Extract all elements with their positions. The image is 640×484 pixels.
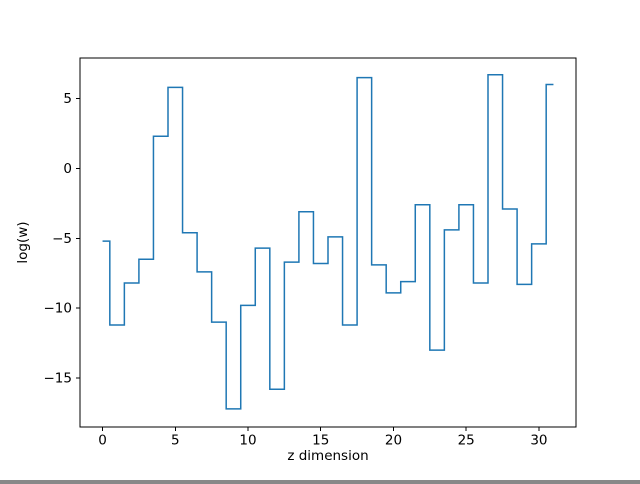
x-tick-label: 15 xyxy=(312,433,329,449)
x-axis-label: z dimension xyxy=(287,448,368,464)
x-tick-label: 5 xyxy=(171,433,180,449)
axis-tick-labels: 0 5 10 15 20 25 30 −15 −10 −5 0 5 xyxy=(44,91,548,448)
x-tick-label: 10 xyxy=(239,433,256,449)
y-tick-label: −5 xyxy=(52,231,72,247)
step-line xyxy=(102,74,554,410)
y-tick-label: −10 xyxy=(44,301,73,317)
x-tick-label: 25 xyxy=(458,433,475,449)
plot-border xyxy=(79,57,577,428)
x-tick-label: 30 xyxy=(530,433,547,449)
axes-spines xyxy=(79,57,577,428)
axis-ticks xyxy=(76,98,540,431)
y-axis-label: log(w) xyxy=(15,221,31,263)
y-tick-label: −15 xyxy=(44,371,73,387)
data-series xyxy=(102,74,554,410)
x-tick-label: 0 xyxy=(98,433,107,449)
y-tick-label: 0 xyxy=(63,161,72,177)
y-tick-label: 5 xyxy=(63,91,72,107)
x-tick-label: 20 xyxy=(385,433,402,449)
